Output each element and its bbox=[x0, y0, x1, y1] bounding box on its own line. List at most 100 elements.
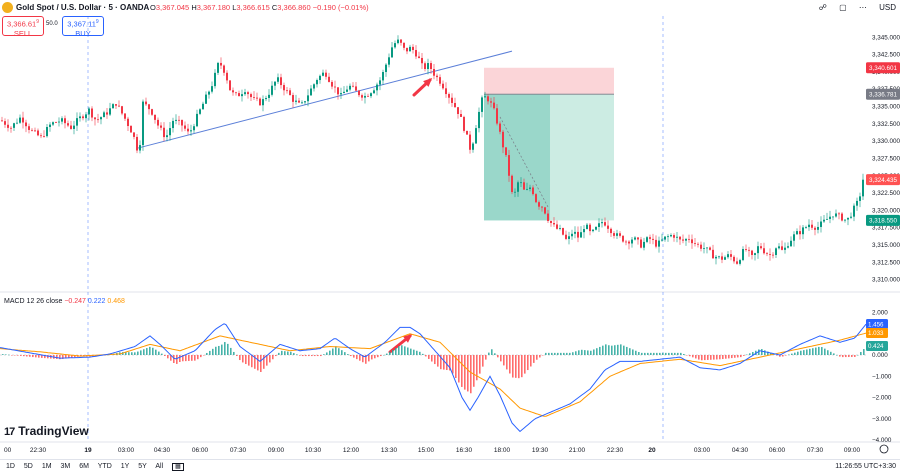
range-ytd[interactable]: YTD bbox=[97, 463, 112, 470]
candle-body bbox=[772, 254, 774, 256]
candle-body bbox=[265, 97, 267, 100]
candle-body bbox=[388, 57, 390, 65]
candle bbox=[409, 44, 411, 52]
macd-tick-label: −3.000 bbox=[872, 416, 892, 423]
settings-gear-icon[interactable] bbox=[879, 444, 889, 454]
candle bbox=[760, 242, 762, 250]
range-3m[interactable]: 3M bbox=[60, 463, 71, 470]
macd-histogram-bar bbox=[302, 355, 304, 357]
candle-body bbox=[646, 237, 648, 242]
macd-line-value: 0.222 bbox=[87, 298, 106, 305]
utc-clock[interactable]: 11:26:55 UTC+3:30 bbox=[835, 463, 896, 470]
macd-histogram-bar bbox=[476, 355, 478, 381]
candle bbox=[451, 93, 453, 107]
range-1m[interactable]: 1M bbox=[41, 463, 52, 470]
candle-body bbox=[610, 228, 612, 234]
candle bbox=[691, 234, 693, 249]
candle bbox=[91, 106, 93, 122]
candle-body bbox=[181, 119, 183, 126]
candle bbox=[436, 73, 438, 82]
price-tick-label: 3,312.500 bbox=[872, 259, 900, 266]
candle bbox=[661, 233, 663, 242]
macd-histogram-bar bbox=[581, 349, 583, 355]
candle bbox=[622, 235, 624, 243]
candle-body bbox=[169, 128, 171, 136]
session-separators bbox=[87, 16, 664, 442]
candle bbox=[82, 114, 84, 121]
candle-body bbox=[79, 116, 81, 119]
candle-body bbox=[214, 72, 216, 87]
macd-histogram-bar bbox=[290, 351, 292, 355]
macd-histogram-bar bbox=[371, 355, 373, 360]
tradingview-mark: 17 bbox=[4, 426, 15, 438]
candle bbox=[529, 184, 531, 192]
macd-histogram-bar bbox=[44, 355, 46, 359]
tradingview-logo[interactable]: 17 TradingView bbox=[4, 424, 89, 438]
macd-histogram-bar bbox=[47, 355, 49, 359]
candle bbox=[652, 233, 654, 245]
macd-histogram-bar bbox=[644, 352, 646, 355]
candle bbox=[124, 113, 126, 121]
bell-icon[interactable]: ☍ bbox=[818, 3, 827, 12]
candle bbox=[70, 120, 72, 130]
candle bbox=[259, 97, 261, 107]
range-1y[interactable]: 1Y bbox=[120, 463, 130, 470]
candle-body bbox=[190, 130, 192, 132]
calendar-icon[interactable]: ▦ bbox=[172, 463, 184, 471]
sell-label: SELL bbox=[13, 28, 33, 38]
candle-body bbox=[682, 239, 684, 241]
symbol-title[interactable]: Gold Spot / U.S. Dollar · 5 · OANDA bbox=[16, 3, 150, 12]
macd-histogram-bar bbox=[200, 355, 202, 358]
currency-label[interactable]: USD bbox=[879, 3, 896, 12]
more-icon[interactable]: ⋯ bbox=[858, 3, 867, 12]
macd-legend[interactable]: MACD 12 26 close −0.247 0.222 0.468 bbox=[4, 298, 125, 305]
macd-histogram-bar bbox=[770, 352, 772, 355]
candle-body bbox=[112, 104, 114, 109]
candle bbox=[715, 255, 717, 265]
candle-body bbox=[850, 216, 852, 218]
sell-button[interactable]: 3,366.619 SELL bbox=[2, 16, 44, 38]
macd-histogram-bar bbox=[236, 355, 238, 356]
candle bbox=[181, 119, 183, 132]
candle bbox=[235, 91, 237, 96]
candle-body bbox=[730, 254, 732, 257]
candle bbox=[601, 218, 603, 228]
candle-body bbox=[46, 126, 48, 137]
candle bbox=[703, 242, 705, 254]
macd-histogram-bar bbox=[23, 355, 25, 357]
range-5y[interactable]: 5Y bbox=[138, 463, 147, 470]
range-6m[interactable]: 6M bbox=[79, 463, 89, 470]
candle bbox=[232, 87, 234, 96]
range-all[interactable]: All bbox=[155, 463, 164, 470]
macd-tick-label: −1.000 bbox=[872, 373, 892, 380]
macd-histogram-bar bbox=[413, 349, 415, 355]
candle bbox=[73, 120, 75, 135]
macd-histogram-bar bbox=[629, 348, 631, 355]
candle-body bbox=[250, 94, 252, 98]
price-chart[interactable]: 3,345.0003,342.5003,340.0003,337.5003,33… bbox=[0, 0, 900, 459]
candle bbox=[619, 231, 621, 238]
candle-body bbox=[349, 85, 351, 90]
macd-histogram-bar bbox=[527, 355, 529, 371]
candle bbox=[214, 69, 216, 89]
candle-body bbox=[778, 246, 780, 249]
macd-histogram-bar bbox=[611, 345, 613, 355]
candle bbox=[517, 180, 519, 197]
candle-body bbox=[727, 254, 729, 258]
macd-histogram-bar bbox=[707, 355, 709, 360]
macd-histogram-bar bbox=[482, 355, 484, 367]
macd-tick-label: 0.000 bbox=[872, 352, 888, 359]
ohlc-o: 3,367.045 bbox=[155, 3, 190, 12]
candle-body bbox=[685, 238, 687, 241]
maximize-icon[interactable]: ▢ bbox=[839, 3, 847, 12]
range-1d[interactable]: 1D bbox=[6, 463, 15, 470]
macd-main-line bbox=[0, 323, 867, 433]
buy-button[interactable]: 3,367.119 BUY bbox=[62, 16, 104, 38]
macd-histogram-bar bbox=[587, 350, 589, 355]
price-tag-label: 3,340.601 bbox=[869, 65, 898, 72]
candle-body bbox=[472, 143, 474, 150]
macd-histogram-bar bbox=[842, 355, 844, 358]
macd-histogram-bar bbox=[68, 355, 70, 359]
macd-histogram-bar bbox=[254, 355, 256, 369]
range-5d[interactable]: 5D bbox=[23, 463, 33, 470]
